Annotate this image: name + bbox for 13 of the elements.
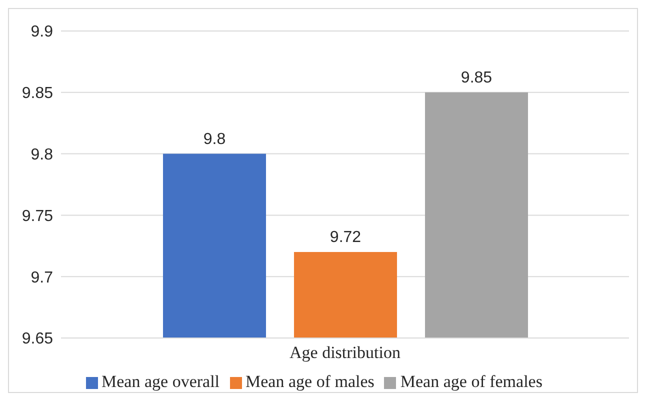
y-tick-label: 9.65	[22, 330, 54, 348]
y-tick-label: 9.85	[22, 85, 54, 102]
y-tick-label: 9.7	[30, 269, 54, 286]
data-label: 9.85	[460, 69, 492, 86]
y-tick-label: 9.75	[22, 208, 54, 225]
y-tick-label: 9.8	[30, 146, 54, 164]
legend-label: Mean age of females	[400, 372, 542, 391]
data-label: 9.8	[203, 130, 226, 148]
legend-label: Mean age overall	[102, 372, 220, 391]
y-tick-label: 9.9	[30, 24, 54, 41]
x-tick-label: Age distribution	[290, 343, 401, 362]
legend-label: Mean age of males	[246, 372, 374, 391]
data-label: 9.72	[330, 229, 362, 246]
